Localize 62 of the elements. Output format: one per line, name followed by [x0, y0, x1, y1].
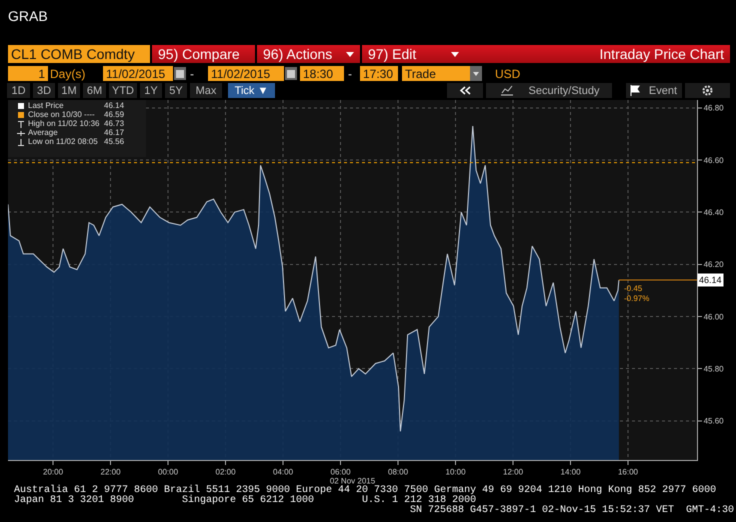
x-tick-label: 08:00: [388, 468, 409, 477]
text: Day(s): [50, 66, 86, 81]
annotation: 46.17: [104, 128, 126, 137]
text: 3D: [33, 83, 55, 98]
text: Max: [190, 83, 222, 98]
text: SN 725688 G457-3897-1 02-Nov-15 15:52:37 VET GMT-4:30: [408, 505, 734, 516]
text: Event: [626, 83, 682, 98]
y-tick-label: 45.60: [704, 416, 724, 426]
text: GRAB: [8, 7, 49, 26]
chart-subtitle: CL1 COMB Comdty: [8, 45, 150, 63]
text: YTD: [109, 83, 137, 98]
text: 18:30: [300, 66, 344, 81]
text: 96) Actions: [257, 45, 360, 63]
text: 1D: [7, 83, 30, 98]
chart-title: Intraday Price Chart: [462, 45, 730, 63]
y-tick-label: 46.40: [704, 208, 724, 217]
annotation: Average: [28, 128, 59, 137]
annotation: 46.59: [104, 110, 126, 119]
x-tick-label: 20:00: [43, 468, 64, 477]
text: -: [190, 66, 195, 81]
x-tick-label: 06:00: [330, 468, 352, 477]
x-tick-label: 00:00: [158, 468, 179, 477]
y-tick-label: 45.80: [704, 364, 724, 374]
y-tick-label: 46.60: [704, 156, 724, 165]
text: USD: [495, 66, 522, 81]
annotation: -0.45: [624, 284, 643, 293]
annotation: 46.14: [104, 101, 126, 110]
text: 11/02/2015: [208, 66, 284, 81]
text: -: [348, 66, 353, 81]
text: Japan 81 3 3201 8900 Singapore 65 6212 1000 U.S. 1 212 318 2000: [14, 495, 476, 506]
text: 5Y: [165, 83, 187, 98]
x-tick-label: 02:00: [216, 468, 236, 477]
x-tick-label: 14:00: [560, 468, 582, 477]
x-tick-label: 12:00: [502, 468, 524, 477]
text: 1M: [58, 83, 80, 98]
x-tick-label: 16:00: [618, 468, 639, 477]
x-tick-label: 04:00: [273, 468, 294, 477]
text: 1Y: [140, 83, 162, 98]
text: Australia 61 2 9777 8600 Brazil 5511 2395 9000 Europe 44 20 7330 7500 Germany 49 69 9204 1210 Hong Kong 852 2977 6000: [14, 485, 718, 496]
y-tick-label: 46.80: [704, 104, 724, 113]
annotation: Close on 10/30 ----: [28, 110, 96, 119]
annotation: -0.97%: [624, 294, 650, 303]
text: 17:30: [360, 66, 398, 81]
x-tick-label: 22:00: [100, 468, 122, 477]
annotation: 46.73: [104, 119, 126, 128]
text: Trade: [402, 66, 470, 81]
annotation: Last Price: [28, 101, 65, 110]
text: Tick ▼: [228, 83, 275, 98]
y-tick-label: 46.00: [704, 312, 724, 322]
text: 97) Edit: [362, 45, 462, 63]
text: 1: [8, 66, 48, 81]
text: 95) Compare: [152, 45, 255, 63]
annotation: 45.56: [104, 137, 126, 146]
x-axis-title: 02 Nov 2015: [330, 476, 376, 486]
text: 6M: [83, 83, 106, 98]
annotation: High on 11/02 10:36: [28, 119, 100, 128]
y-tick-label: 46.20: [704, 260, 724, 270]
text: Security/Study: [486, 83, 612, 98]
annotation: Low on 11/02 08:05: [28, 137, 99, 146]
x-tick-label: 10:00: [445, 468, 466, 477]
text: 11/02/2015: [103, 66, 173, 81]
annotation: 46.14: [699, 275, 722, 285]
